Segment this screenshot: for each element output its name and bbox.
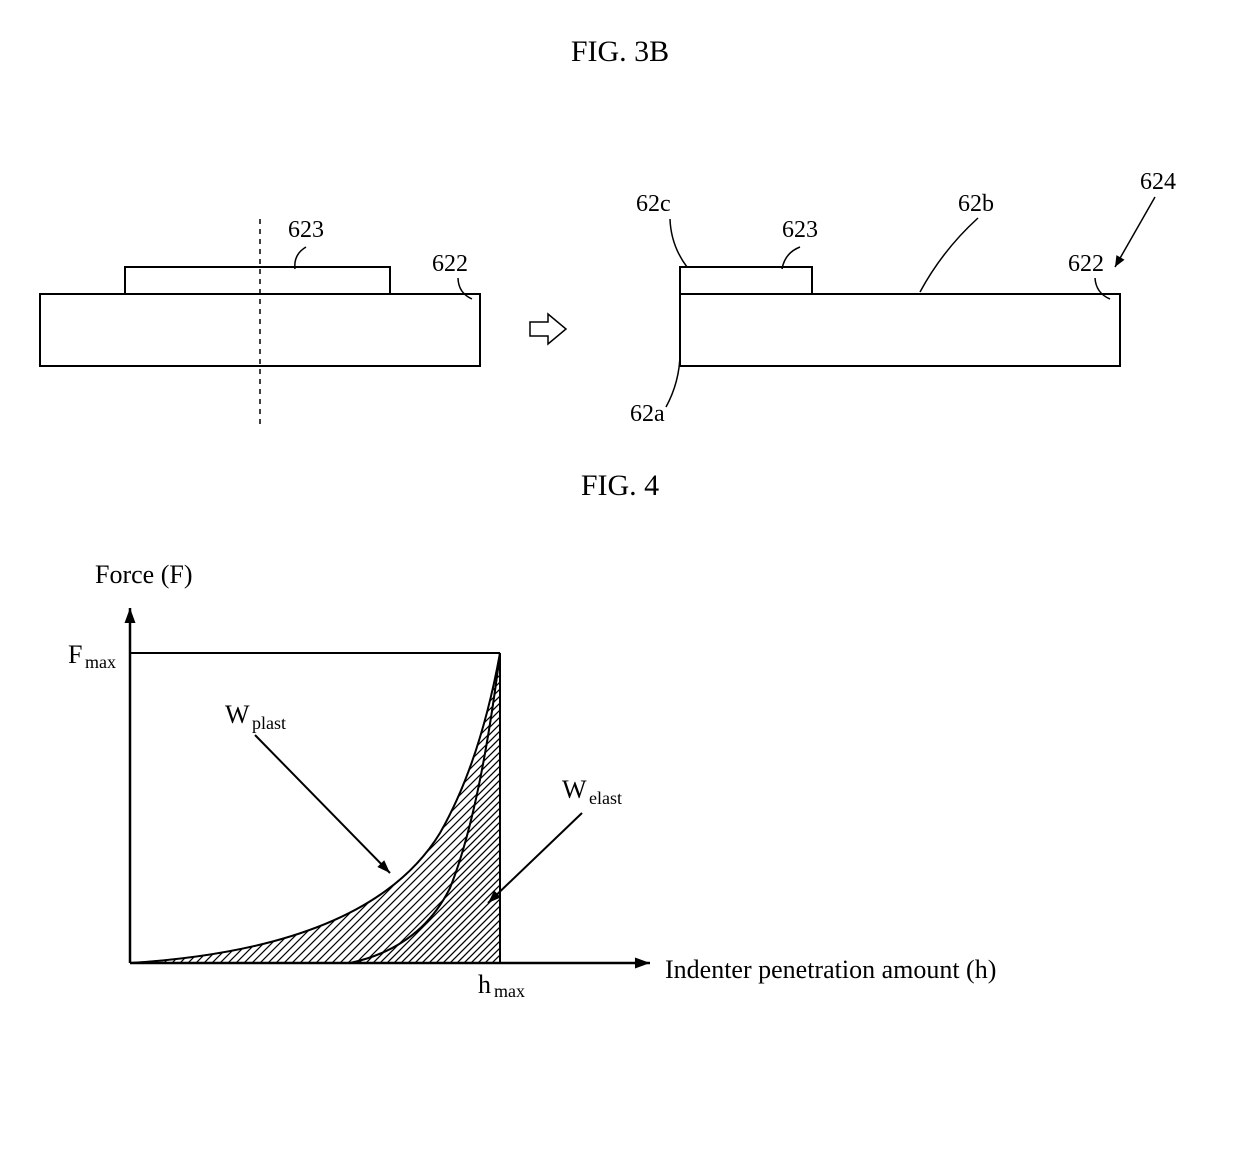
svg-text:h: h: [478, 970, 491, 999]
svg-text:elast: elast: [589, 788, 622, 808]
svg-text:622: 622: [432, 251, 468, 277]
svg-text:W: W: [225, 700, 250, 729]
svg-text:62a: 62a: [630, 401, 665, 427]
fig3b-title: FIG. 3B: [0, 35, 1240, 69]
svg-text:max: max: [494, 981, 525, 1001]
svg-text:F: F: [68, 640, 82, 669]
svg-text:W: W: [562, 775, 587, 804]
fig3b-diagram: 623 622 62c 623 62b 622 62a 624: [0, 69, 1240, 429]
svg-text:Indenter penetration amount (h: Indenter penetration amount (h): [665, 955, 996, 984]
svg-text:622: 622: [1068, 251, 1104, 277]
svg-text:624: 624: [1140, 169, 1176, 195]
svg-text:max: max: [85, 652, 116, 672]
svg-text:62b: 62b: [958, 191, 994, 217]
svg-text:62c: 62c: [636, 191, 671, 217]
svg-text:623: 623: [288, 217, 324, 243]
fig4-title: FIG. 4: [0, 469, 1240, 503]
fig3b-svg: 623 622 62c 623 62b 622 62a 624: [0, 69, 1240, 429]
svg-text:623: 623: [782, 217, 818, 243]
svg-text:plast: plast: [252, 713, 286, 733]
svg-text:Force (F): Force (F): [95, 560, 192, 589]
fig4-svg: Force (F) Indenter penetration amount (h)…: [0, 503, 1240, 1063]
fig4-diagram: Force (F) Indenter penetration amount (h)…: [0, 503, 1240, 1063]
